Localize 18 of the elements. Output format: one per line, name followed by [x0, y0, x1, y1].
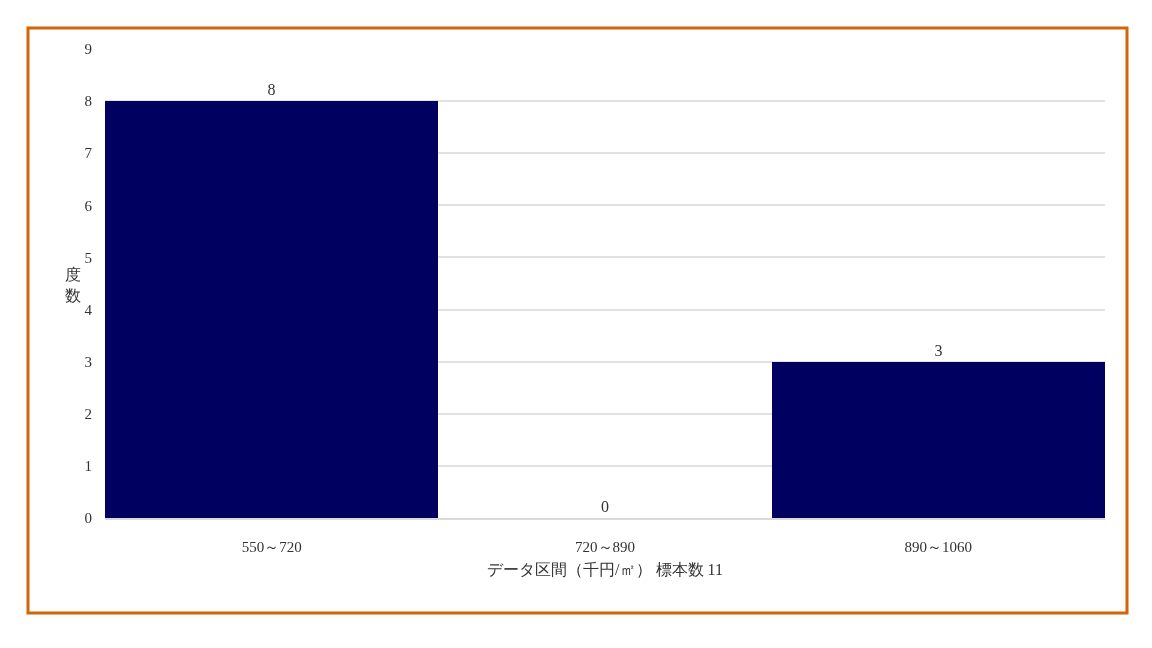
x-tick-label: 550～720 — [241, 539, 302, 555]
data-label: 0 — [601, 498, 609, 515]
y-tick-label: 7 — [84, 145, 93, 162]
y-tick-label: 2 — [84, 406, 92, 423]
x-tick-label: 890～1060 — [904, 539, 973, 555]
y-tick-label: 3 — [84, 353, 92, 370]
data-label: 8 — [267, 81, 276, 98]
x-axis-title: データ区間（千円/㎡） 標本数 11 — [487, 561, 723, 579]
data-label: 3 — [934, 342, 943, 359]
x-tick-label: 720～890 — [575, 539, 635, 555]
y-tick-label: 1 — [84, 458, 92, 475]
y-tick-label: 4 — [84, 301, 93, 318]
y-tick-label: 8 — [84, 93, 92, 110]
y-tick-label: 5 — [84, 249, 92, 266]
y-axis-title: 度数 — [65, 266, 81, 304]
y-tick-label: 9 — [84, 41, 92, 58]
y-tick-label: 6 — [84, 197, 93, 214]
y-tick-label: 0 — [84, 510, 92, 527]
